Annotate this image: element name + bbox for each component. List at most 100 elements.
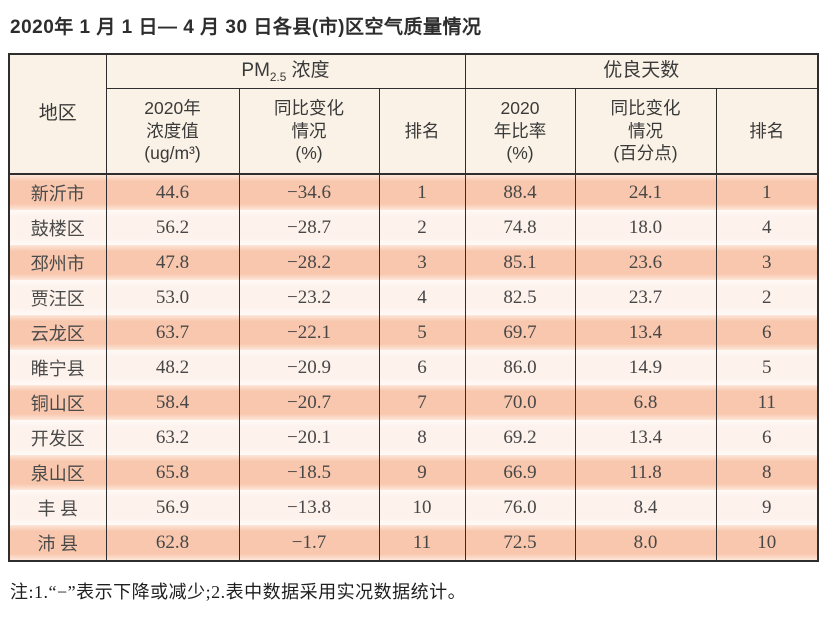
pm-value-column-header: 2020年 浓度值 (ug/m³) — [105, 88, 240, 174]
table-row: 贾汪区 53.0 −23.2 4 82.5 23.7 2 — [8, 280, 819, 315]
pm-rank-cell: 7 — [378, 385, 466, 420]
region-cell: 开发区 — [8, 420, 107, 455]
pm-change-cell: −1.7 — [238, 525, 380, 561]
pm-rank-cell: 3 — [378, 245, 466, 280]
pm-rank-cell: 8 — [378, 420, 466, 455]
pm-change-cell: −18.5 — [238, 455, 380, 490]
region-cell: 铜山区 — [8, 385, 107, 420]
good-days-group-header: 优良天数 — [464, 54, 819, 89]
table-row: 睢宁县 48.2 −20.9 6 86.0 14.9 5 — [8, 350, 819, 385]
pm-change-cell: −20.7 — [238, 385, 380, 420]
region-cell: 鼓楼区 — [8, 210, 107, 245]
days-ratio-cell: 69.2 — [464, 420, 576, 455]
days-change-cell: 13.4 — [574, 315, 717, 350]
table-row: 新沂市 44.6 −34.6 1 88.4 24.1 1 — [8, 174, 819, 210]
days-change-cell: 24.1 — [574, 174, 717, 210]
pm-rank-cell: 5 — [378, 315, 466, 350]
pm-rank-cell: 10 — [378, 490, 466, 525]
days-change-cell: 23.6 — [574, 245, 717, 280]
pm-rank-cell: 4 — [378, 280, 466, 315]
days-ratio-cell: 85.1 — [464, 245, 576, 280]
pm-rank-cell: 6 — [378, 350, 466, 385]
pm-value-cell: 56.2 — [105, 210, 240, 245]
days-ratio-cell: 86.0 — [464, 350, 576, 385]
days-ratio-cell: 82.5 — [464, 280, 576, 315]
days-ratio-cell: 66.9 — [464, 455, 576, 490]
pm-value-cell: 62.8 — [105, 525, 240, 561]
pm-value-cell: 63.7 — [105, 315, 240, 350]
pm25-group-header: PM2.5 浓度 — [105, 54, 466, 89]
days-ratio-cell: 76.0 — [464, 490, 576, 525]
days-change-cell: 11.8 — [574, 455, 717, 490]
pm-change-cell: −23.2 — [238, 280, 380, 315]
region-column-header: 地区 — [8, 54, 107, 174]
days-rank-cell: 5 — [715, 350, 819, 385]
days-rank-cell: 8 — [715, 455, 819, 490]
pm-change-cell: −20.1 — [238, 420, 380, 455]
air-quality-table: 地区 PM2.5 浓度 优良天数 2020年 浓度值 (ug/m³) 同比变化 … — [8, 53, 819, 562]
pm-value-cell: 63.2 — [105, 420, 240, 455]
table-body: 新沂市 44.6 −34.6 1 88.4 24.1 1 鼓楼区 56.2 −2… — [8, 174, 819, 561]
pm-value-cell: 47.8 — [105, 245, 240, 280]
days-change-column-header: 同比变化 情况 (百分点) — [574, 88, 717, 174]
pm-change-cell: −20.9 — [238, 350, 380, 385]
days-rank-cell: 4 — [715, 210, 819, 245]
days-rank-column-header: 排名 — [715, 88, 819, 174]
region-cell: 邳州市 — [8, 245, 107, 280]
pm-change-cell: −34.6 — [238, 174, 380, 210]
days-change-cell: 8.4 — [574, 490, 717, 525]
header-group-row: 地区 PM2.5 浓度 优良天数 — [8, 54, 819, 174]
days-rank-cell: 11 — [715, 385, 819, 420]
days-change-cell: 14.9 — [574, 350, 717, 385]
days-ratio-cell: 74.8 — [464, 210, 576, 245]
pm-value-cell: 48.2 — [105, 350, 240, 385]
days-rank-cell: 6 — [715, 420, 819, 455]
pm-rank-cell: 9 — [378, 455, 466, 490]
pm-change-cell: −28.7 — [238, 210, 380, 245]
page-title: 2020年 1 月 1 日— 4 月 30 日各县(市)区空气质量情况 — [10, 17, 482, 38]
table-row: 沛 县 62.8 −1.7 11 72.5 8.0 10 — [8, 525, 819, 561]
days-ratio-cell: 69.7 — [464, 315, 576, 350]
pm-value-cell: 53.0 — [105, 280, 240, 315]
pm-rank-column-header: 排名 — [378, 88, 466, 174]
days-rank-cell: 10 — [715, 525, 819, 561]
days-change-cell: 23.7 — [574, 280, 717, 315]
table-row: 泉山区 65.8 −18.5 9 66.9 11.8 8 — [8, 455, 819, 490]
region-cell: 丰 县 — [8, 490, 107, 525]
table-row: 云龙区 63.7 −22.1 5 69.7 13.4 6 — [8, 315, 819, 350]
region-cell: 沛 县 — [8, 525, 107, 561]
days-change-cell: 13.4 — [574, 420, 717, 455]
days-change-cell: 6.8 — [574, 385, 717, 420]
pm-rank-cell: 11 — [378, 525, 466, 561]
pm-value-cell: 56.9 — [105, 490, 240, 525]
days-rank-cell: 3 — [715, 245, 819, 280]
table-row: 铜山区 58.4 −20.7 7 70.0 6.8 11 — [8, 385, 819, 420]
pm25-subscript: 2.5 — [269, 70, 287, 84]
pm-value-cell: 65.8 — [105, 455, 240, 490]
footnote: 注:1.“−”表示下降或减少;2.表中数据采用实况数据统计。 — [10, 582, 467, 602]
table-row: 开发区 63.2 −20.1 8 69.2 13.4 6 — [8, 420, 819, 455]
pm-rank-cell: 1 — [378, 174, 466, 210]
pm-value-cell: 44.6 — [105, 174, 240, 210]
days-change-cell: 8.0 — [574, 525, 717, 561]
days-rank-cell: 9 — [715, 490, 819, 525]
days-ratio-cell: 72.5 — [464, 525, 576, 561]
pm-change-column-header: 同比变化 情况 (%) — [238, 88, 380, 174]
table-row: 丰 县 56.9 −13.8 10 76.0 8.4 9 — [8, 490, 819, 525]
region-cell: 贾汪区 — [8, 280, 107, 315]
region-cell: 泉山区 — [8, 455, 107, 490]
region-cell: 云龙区 — [8, 315, 107, 350]
pm-change-cell: −22.1 — [238, 315, 380, 350]
pm-change-cell: −13.8 — [238, 490, 380, 525]
days-rank-cell: 1 — [715, 174, 819, 210]
region-cell: 睢宁县 — [8, 350, 107, 385]
days-rank-cell: 6 — [715, 315, 819, 350]
days-ratio-column-header: 2020 年比率 (%) — [464, 88, 576, 174]
table-row: 鼓楼区 56.2 −28.7 2 74.8 18.0 4 — [8, 210, 819, 245]
pm25-label-prefix: PM — [241, 59, 270, 81]
days-ratio-cell: 88.4 — [464, 174, 576, 210]
days-ratio-cell: 70.0 — [464, 385, 576, 420]
table-row: 邳州市 47.8 −28.2 3 85.1 23.6 3 — [8, 245, 819, 280]
pm25-label-suffix: 浓度 — [286, 59, 330, 81]
pm-value-cell: 58.4 — [105, 385, 240, 420]
